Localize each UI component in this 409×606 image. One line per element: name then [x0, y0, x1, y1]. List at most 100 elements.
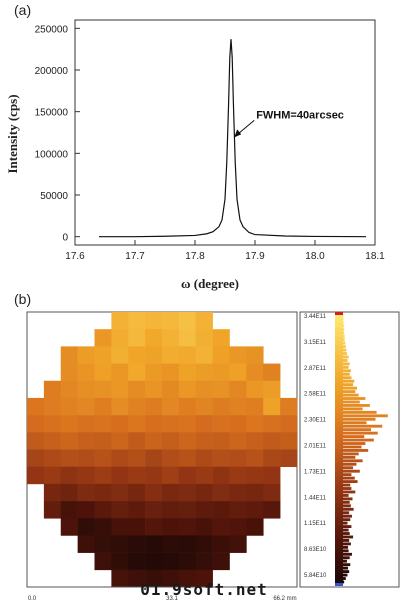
heatmap-cell	[128, 535, 146, 553]
colorbar-segment	[335, 557, 343, 562]
histogram-bar	[343, 449, 369, 452]
heatmap-cell	[94, 466, 112, 485]
heatmap-cell	[43, 415, 62, 433]
heatmap-cell	[145, 329, 163, 347]
heatmap-cell	[60, 346, 78, 364]
histogram-bar	[343, 570, 350, 574]
heatmap-cell	[195, 363, 213, 382]
heatmap-cell	[212, 329, 230, 347]
colorbar-tick-label: 3.44E11	[304, 314, 327, 320]
heatmap-cell	[128, 380, 146, 399]
heatmap-cell	[60, 466, 78, 485]
colorbar-segment	[335, 507, 343, 513]
histogram-bar	[343, 552, 352, 556]
colorbar-segment	[335, 377, 343, 382]
heatmap-cell	[77, 466, 95, 485]
colorbar-segment	[335, 372, 343, 378]
y-tick-label: 250000	[35, 24, 69, 35]
heatmap-cell	[111, 329, 129, 347]
heatmap-cell	[94, 363, 112, 382]
histogram-bar	[343, 469, 360, 473]
histogram-bar	[343, 535, 354, 539]
heatmap-cell	[94, 552, 112, 571]
panel-b-label: (b)	[14, 291, 32, 307]
heatmap-cell	[27, 415, 45, 433]
heatmap-cell	[162, 483, 180, 502]
heatmap-cell	[263, 483, 281, 502]
histogram-bar	[343, 577, 346, 580]
colorbar-segment	[335, 498, 343, 504]
y-tick-label: 150000	[35, 108, 69, 119]
heatmap-cells	[27, 312, 298, 588]
heatmap-cell	[94, 518, 112, 536]
heatmap-cell	[145, 432, 163, 450]
histogram-bar	[343, 421, 367, 425]
heatmap-cell	[111, 449, 129, 467]
heatmap-cell	[145, 518, 163, 536]
heatmap-cell	[178, 535, 197, 553]
xrd-rocking-curve-chart: Intensity (cps) ω (degree) 0 50000 100000 1…	[5, 19, 385, 291]
heatmap-cell	[229, 449, 247, 467]
colorbar-segment	[335, 575, 343, 580]
value-histogram	[343, 314, 388, 584]
heatmap-cell	[43, 432, 62, 450]
heatmap-cell	[128, 552, 146, 571]
heatmap-cell	[60, 501, 78, 519]
heatmap-cell	[145, 535, 163, 553]
heatmap-cell	[229, 397, 247, 416]
heatmap-cell	[229, 535, 247, 553]
heatmap-cell	[162, 415, 180, 433]
colorbar-segment	[335, 354, 343, 360]
heatmap-cell	[212, 449, 230, 467]
histogram-bar	[343, 372, 350, 376]
heatmap-cell	[246, 449, 264, 467]
heatmap-cell	[128, 483, 146, 502]
heatmap-cell	[128, 501, 146, 519]
heatmap-cell	[60, 518, 78, 536]
histogram-bar	[343, 359, 348, 362]
heatmap-cell	[77, 397, 95, 416]
heatmap-cell	[111, 312, 129, 330]
heatmap-cell	[128, 346, 146, 364]
heatmap-cell	[77, 363, 95, 382]
histogram-bar	[343, 545, 349, 549]
histogram-bar	[343, 525, 352, 529]
histogram-bar	[343, 532, 350, 535]
colorbar-segment	[335, 381, 343, 387]
x-tick-label: 0.0	[28, 596, 37, 602]
colorbar-segment	[335, 476, 343, 481]
heatmap-cell	[111, 380, 129, 399]
colorbar-segment	[335, 359, 343, 364]
colorbar-segment	[335, 467, 343, 472]
x-tick-label: 18.0	[305, 251, 325, 262]
heatmap-cell	[178, 449, 197, 467]
heatmap-cell	[111, 415, 129, 433]
heatmap-cell	[94, 432, 112, 450]
colorbar-segment	[335, 417, 343, 423]
histogram-bar	[343, 483, 351, 487]
heatmap-cell	[145, 346, 163, 364]
heatmap-cell	[77, 483, 95, 502]
histogram-bar	[343, 573, 348, 577]
heatmap-cell	[111, 535, 129, 553]
histogram-bar	[343, 379, 355, 383]
heatmap-cell	[195, 518, 213, 536]
heatmap-cell	[145, 380, 163, 399]
histogram-bar	[343, 393, 359, 397]
heatmap-cell	[229, 415, 247, 433]
heatmap-cell	[246, 432, 264, 450]
heatmap-cell	[162, 363, 180, 382]
histogram-bar	[343, 466, 354, 470]
heatmap-cell	[94, 346, 112, 364]
heatmap-cell	[195, 415, 213, 433]
heatmap-cell	[145, 466, 163, 485]
heatmap-cell	[111, 363, 129, 382]
heatmap-cell	[246, 380, 264, 399]
y-tick-label: 50000	[40, 191, 68, 202]
heatmap-cell	[27, 449, 45, 467]
colorbar-segment	[335, 386, 343, 391]
heatmap-cell	[162, 432, 180, 450]
colorbar-segment	[335, 489, 343, 495]
histogram-bar	[343, 365, 349, 369]
heatmap-cell	[246, 466, 264, 485]
